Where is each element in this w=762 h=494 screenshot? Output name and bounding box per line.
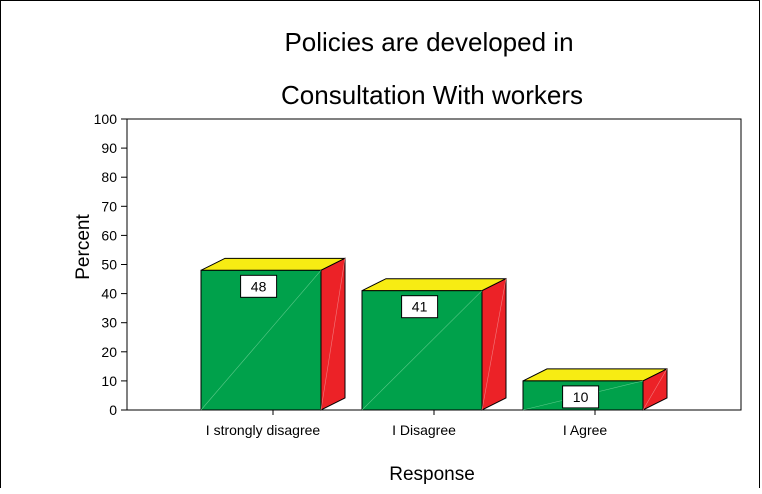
data-label-box — [401, 295, 439, 319]
y-tick-label-0: 0 — [109, 402, 117, 418]
x-tick-label: I Agree — [563, 422, 608, 438]
y-tick-label-20: 20 — [101, 344, 117, 360]
bar-top-face — [361, 278, 507, 292]
y-tick-label-70: 70 — [101, 198, 117, 214]
y-tick-label-100: 100 — [94, 111, 118, 127]
data-label: 48 — [251, 278, 267, 294]
y-tick-label-80: 80 — [101, 169, 117, 185]
x-tick-label: I strongly disagree — [206, 422, 321, 438]
x-tick-label: I Disagree — [392, 422, 456, 438]
y-tick-label-60: 60 — [101, 227, 117, 243]
bar-side-diagonal — [320, 258, 346, 411]
y-tick-label-10: 10 — [101, 373, 117, 389]
y-tick-label-30: 30 — [101, 315, 117, 331]
chart-title-line-2: Consultation With workers — [281, 80, 583, 110]
bar-top-face — [522, 368, 668, 382]
bar-front-diagonal — [361, 290, 483, 411]
bar-2: 41 — [361, 277, 507, 411]
bar-top-face — [200, 257, 346, 271]
y-tick-label-90: 90 — [101, 140, 117, 156]
data-label: 41 — [412, 299, 428, 315]
bars-group: 48 41 10 — [200, 257, 668, 411]
y-tick-label-50: 50 — [101, 257, 117, 273]
data-label-box — [240, 274, 278, 298]
bar-1: 48 — [200, 257, 346, 411]
bar-side-diagonal — [642, 368, 668, 411]
y-axis: 0 10 20 30 40 50 60 70 80 90 100 — [94, 111, 127, 418]
y-axis-label: Percent — [73, 214, 94, 280]
y-tick-label-40: 40 — [101, 286, 117, 302]
bar-side-diagonal — [481, 278, 507, 411]
bar-front-diagonal — [200, 270, 322, 411]
data-label: 10 — [573, 389, 589, 405]
x-axis: I strongly disagree I Disagree I Agree — [206, 410, 608, 438]
bar-3: 10 — [522, 368, 668, 411]
data-label-box — [562, 385, 600, 409]
x-axis-label: Response — [389, 464, 475, 485]
chart-title-line-1: Policies are developed in — [284, 27, 573, 57]
